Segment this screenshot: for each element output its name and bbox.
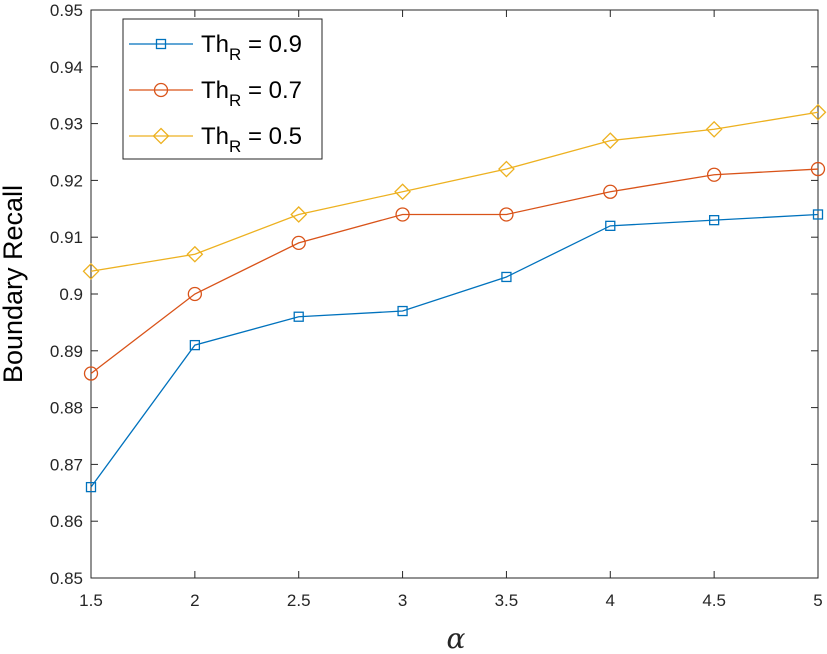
x-tick-label: 4 (606, 591, 615, 610)
x-tick-label: 3.5 (495, 591, 519, 610)
data-point (82, 262, 100, 280)
series-circle (83, 161, 826, 381)
data-point (705, 120, 723, 138)
y-tick-label: 0.95 (50, 1, 83, 20)
series-square (85, 209, 824, 493)
data-point (498, 160, 515, 178)
series-line (90, 111, 819, 272)
legend: ThR = 0.9 ThR = 0.7 ThR = 0.5 (122, 18, 323, 160)
x-tick-label: 4.5 (702, 591, 726, 610)
data-point (290, 206, 308, 223)
series-layer (82, 103, 827, 493)
data-point (83, 366, 99, 381)
x-axis-label: α (447, 622, 466, 654)
legend-label: ThR = 0.7 (201, 77, 302, 110)
data-point (499, 207, 514, 222)
y-tick-label: 0.93 (50, 115, 83, 134)
data-point (189, 339, 201, 351)
legend-marker (153, 82, 169, 98)
series-line (90, 213, 819, 488)
legend-entry: ThR = 0.9 (129, 31, 302, 64)
data-point (187, 286, 203, 302)
legend-entry: ThR = 0.7 (129, 77, 302, 110)
legend-label: ThR = 0.9 (201, 31, 302, 64)
x-tick-label: 2 (190, 591, 199, 610)
x-tick-label: 3 (398, 591, 407, 610)
x-tick-label: 5 (813, 591, 822, 610)
y-tick-label: 0.91 (50, 228, 83, 247)
data-point (293, 311, 304, 322)
data-point (85, 481, 97, 493)
series-diamond (82, 103, 827, 280)
x-tick-label: 2.5 (287, 591, 311, 610)
y-tick-label: 0.9 (59, 285, 83, 304)
x-tick-label: 1.5 (79, 591, 103, 610)
data-point (601, 132, 619, 150)
y-tick-label: 0.94 (50, 58, 83, 77)
data-point (708, 215, 720, 226)
data-point (812, 209, 824, 220)
data-point (605, 220, 616, 231)
legend-marker (155, 38, 167, 50)
data-point (810, 161, 826, 177)
legend-entry: ThR = 0.5 (129, 123, 302, 156)
y-tick-label: 0.87 (50, 455, 83, 474)
y-tick-label: 0.92 (50, 171, 83, 190)
legend-label: ThR = 0.5 (201, 123, 302, 156)
legend-marker (152, 127, 170, 145)
data-point (706, 167, 722, 182)
data-point (186, 245, 204, 263)
axes: 1.5 2 2.5 3 3.5 4 4.5 5 0.85 0.86 0.87 0.88 0.89 0.9 0… (50, 1, 823, 610)
y-tick-label: 0.88 (50, 399, 83, 418)
y-tick-label: 0.85 (50, 569, 83, 588)
data-point (603, 184, 618, 199)
y-tick-label: 0.89 (50, 342, 83, 361)
data-point (395, 207, 410, 222)
data-point (809, 103, 827, 121)
data-point (397, 305, 408, 317)
y-tick-label: 0.86 (50, 512, 83, 531)
data-point (291, 235, 306, 251)
data-point (394, 183, 411, 201)
y-axis-label: Boundary Recall (0, 185, 28, 383)
data-point (501, 271, 512, 283)
series-line (90, 168, 819, 375)
